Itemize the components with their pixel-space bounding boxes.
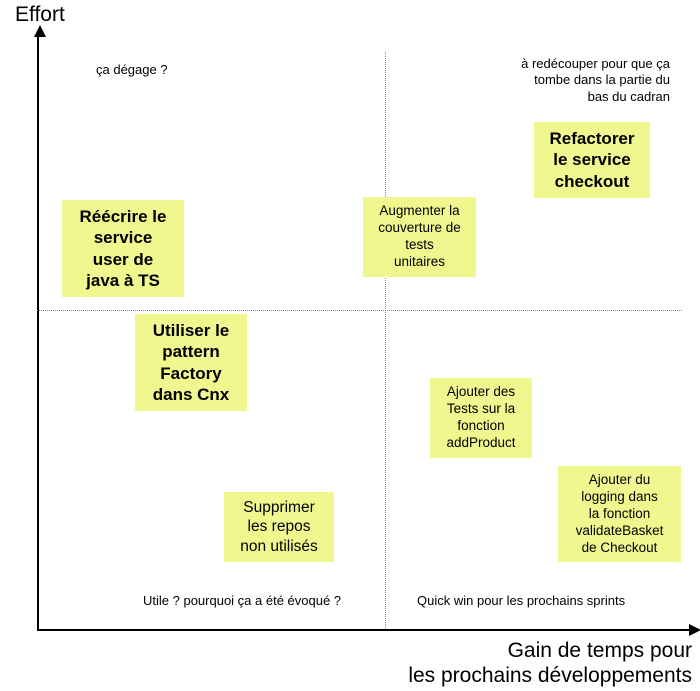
sticky-increase-unit-tests[interactable]: Augmenter lacouverture detestsunitaires — [363, 197, 476, 277]
quadrant-label-bottom-right: Quick win pour les prochains sprints — [417, 593, 625, 609]
sticky-refactor-checkout[interactable]: Refactorerle servicecheckout — [534, 122, 650, 198]
sticky-delete-unused-repos[interactable]: Supprimerles reposnon utilisés — [224, 492, 334, 562]
quadrant-chart: Effort Gain de temps pourles prochains d… — [0, 0, 700, 691]
sticky-add-tests-addproduct[interactable]: Ajouter desTests sur lafonctionaddProduc… — [430, 378, 532, 458]
quadrant-label-bottom-left: Utile ? pourquoi ça a été évoqué ? — [143, 593, 341, 609]
y-axis-label: Effort — [15, 3, 65, 27]
horizontal-midline — [37, 310, 682, 311]
x-axis-label: Gain de temps pourles prochains développ… — [405, 638, 692, 688]
quadrant-label-top-right: à redécouper pour que çatombe dans la pa… — [495, 56, 670, 105]
quadrant-label-top-left: ça dégage ? — [96, 62, 168, 78]
x-axis — [37, 629, 691, 631]
sticky-factory-pattern[interactable]: Utiliser lepatternFactorydans Cnx — [135, 314, 247, 411]
sticky-rewrite-user-service[interactable]: Réécrire leserviceuser dejava à TS — [62, 200, 184, 297]
y-axis — [37, 35, 39, 629]
vertical-midline — [385, 52, 386, 629]
sticky-add-logging-validatebasket[interactable]: Ajouter dulogging dansla fonctionvalidat… — [558, 466, 681, 562]
